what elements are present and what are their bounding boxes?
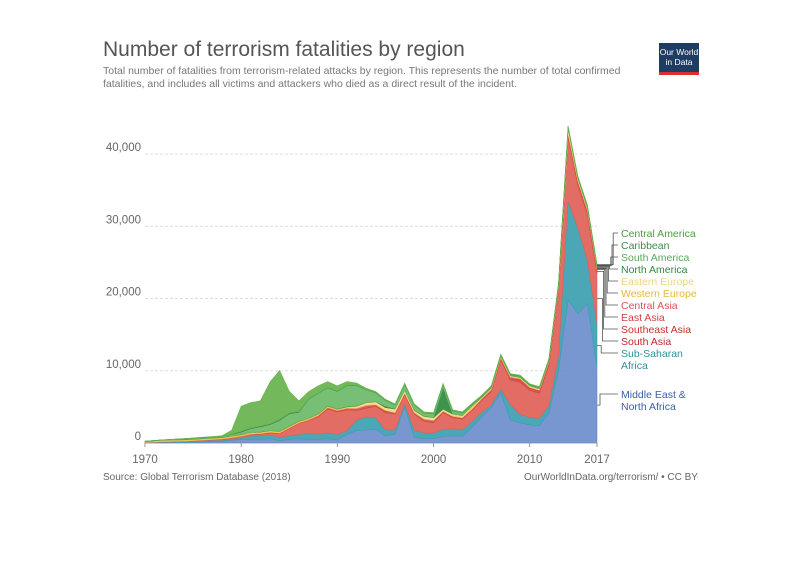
legend-connector [597, 298, 618, 342]
area-series-group [144, 125, 598, 444]
legend-label[interactable]: Central America [621, 228, 696, 240]
x-tick-label: 1990 [325, 454, 351, 466]
legend-connector [597, 271, 618, 330]
x-tick-label: 2000 [421, 454, 447, 466]
chart-subtitle: Total number of fatalities from terroris… [103, 65, 621, 90]
legend-connector [597, 266, 618, 270]
legend-label[interactable]: Southeast Asia [621, 324, 691, 336]
legend-connector [597, 232, 618, 265]
legend-connector [597, 268, 618, 318]
y-tick-label: 20,000 [106, 287, 141, 299]
owid-logo[interactable]: Our World in Data [659, 43, 699, 75]
legend-label[interactable]: Western Europe [621, 288, 697, 300]
legend-label[interactable]: Caribbean [621, 240, 670, 252]
legend-label[interactable]: South Asia [621, 336, 671, 348]
y-tick-label: 0 [135, 431, 141, 443]
logo-line-1: Our World [659, 47, 699, 57]
legend-label[interactable]: Africa [621, 360, 648, 372]
y-tick-label: 30,000 [106, 214, 141, 226]
legend-connector [597, 256, 618, 267]
chart-title: Number of terrorism fatalities by region [103, 38, 465, 61]
x-tick-label: 1970 [132, 454, 158, 466]
logo-line-2: in Data [665, 57, 693, 67]
legend-connector [597, 345, 618, 354]
legend-connector [597, 266, 618, 282]
legend-label[interactable]: Sub-Saharan [621, 348, 683, 360]
source-note[interactable]: Source: Global Terrorism Database (2018) [103, 472, 291, 483]
legend-label[interactable]: East Asia [621, 312, 665, 324]
legend-label[interactable]: North America [621, 264, 688, 276]
axes-group: 0 10,000 20,000 30,000 40,000 1970 1980 1990 200… [106, 142, 610, 466]
legend-connector [597, 244, 618, 266]
legend-label[interactable]: South America [621, 252, 689, 264]
legend-label[interactable]: North Africa [621, 401, 676, 413]
x-tick-label: 2017 [584, 454, 610, 466]
legend-label[interactable]: Eastern Europe [621, 276, 694, 288]
x-tick-label: 2010 [517, 454, 543, 466]
x-tick-label: 1980 [228, 454, 254, 466]
legend-label[interactable]: Middle East & [621, 389, 686, 401]
legend-connector [597, 393, 618, 406]
legend-connector [597, 267, 618, 294]
license-url[interactable]: OurWorldInData.org/terrorism/ • CC BY-SA [524, 472, 698, 483]
y-tick-label: 40,000 [106, 142, 141, 154]
legend-label[interactable]: Central Asia [621, 300, 678, 312]
logo-accent-bar [659, 72, 699, 75]
y-tick-label: 10,000 [106, 359, 141, 371]
